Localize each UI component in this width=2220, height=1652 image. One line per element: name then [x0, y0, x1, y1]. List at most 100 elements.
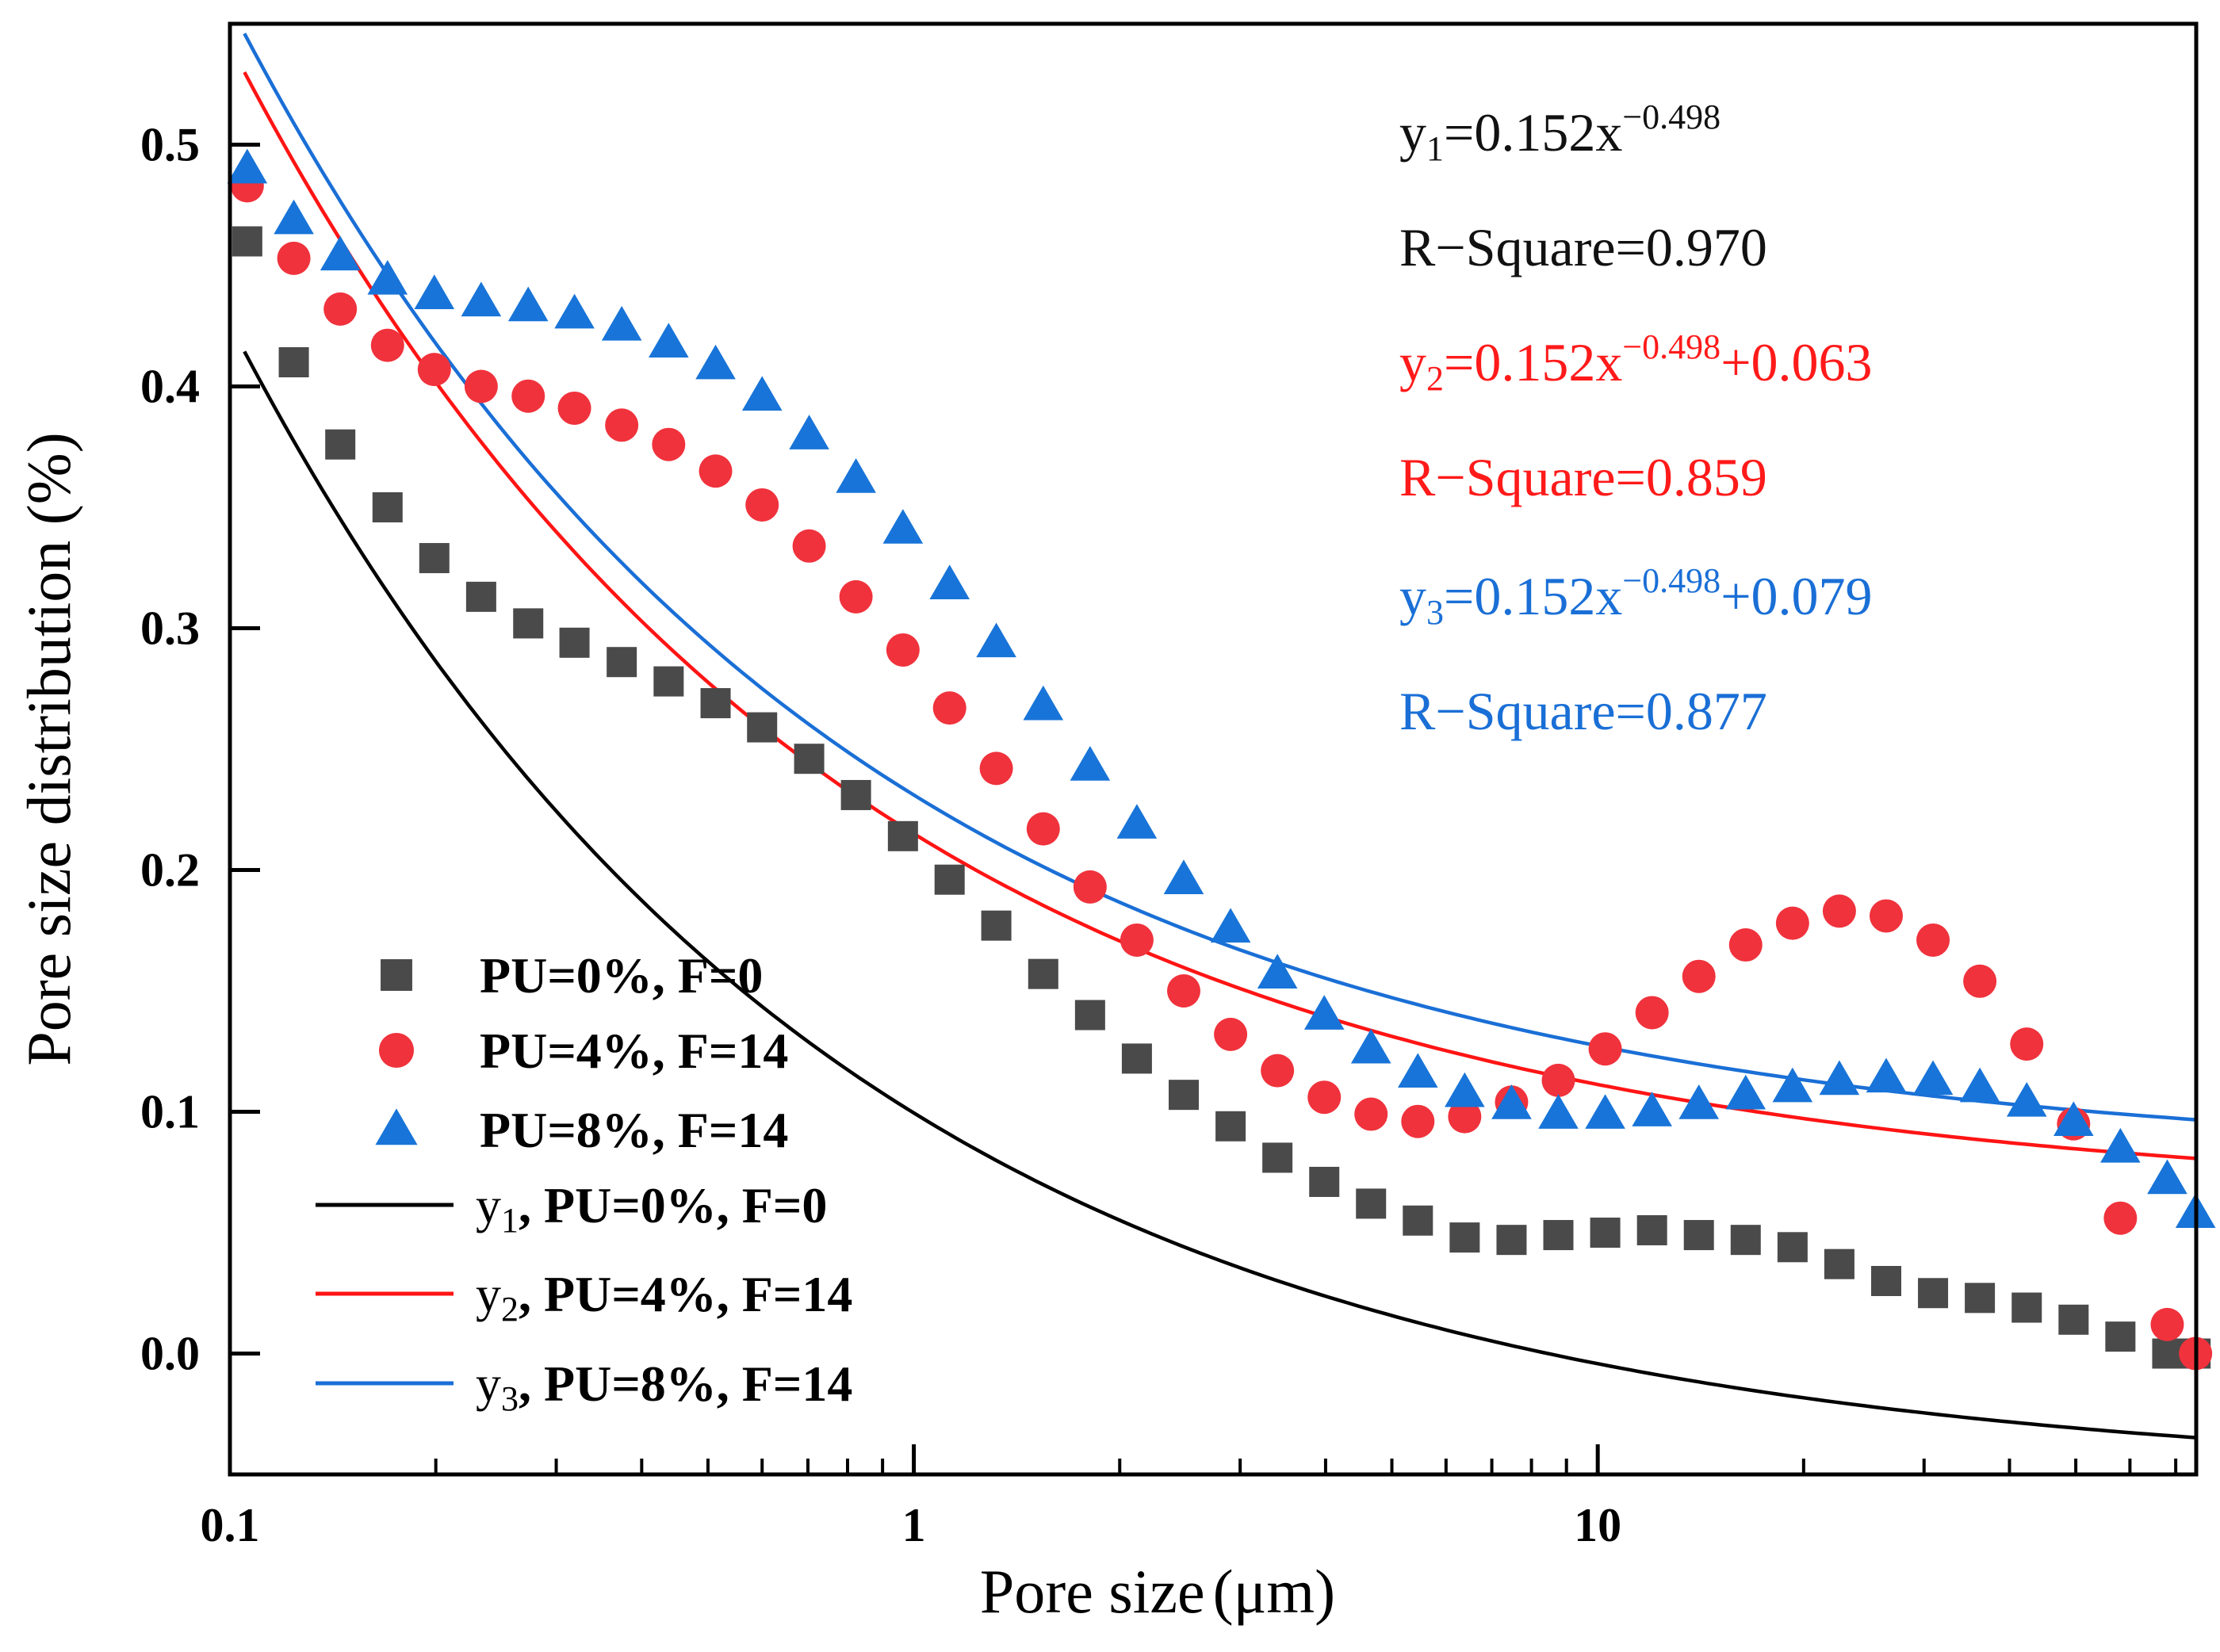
legend-label: y3, PU=8%, F=14 [476, 1356, 852, 1418]
data-point [1682, 959, 1716, 993]
legend-label: PU=0%, F=0 [480, 947, 763, 1004]
data-point [887, 820, 918, 851]
data-point [747, 712, 778, 743]
y-tick-label: 0.4 [140, 361, 200, 413]
eq-exponent: −0.498 [1622, 327, 1720, 366]
legend-rest: , PU=0%, F=0 [519, 1177, 827, 1233]
data-point [700, 688, 731, 719]
data-point [1261, 1054, 1295, 1088]
data-point [1028, 958, 1058, 989]
series-square [232, 226, 2211, 1369]
data-point [1636, 1214, 1667, 1245]
annotation-eq2: y2=0.152x−0.498+0.063 [1399, 327, 1873, 398]
data-point [2058, 1304, 2089, 1335]
data-point [741, 376, 783, 411]
legend-subscript: 2 [501, 1290, 519, 1329]
data-point [1866, 1057, 1907, 1093]
data-point [792, 529, 826, 563]
data-point [1730, 1225, 1761, 1256]
data-point [601, 305, 642, 341]
annotation-r2: R−Square=0.859 [1399, 447, 1767, 507]
data-point [323, 292, 358, 326]
data-point [1023, 685, 1064, 721]
data-point [2105, 1321, 2136, 1352]
data-point [2147, 1159, 2187, 1195]
data-point [325, 429, 356, 460]
legend-symbol: y [476, 1266, 501, 1322]
data-point [1163, 859, 1204, 895]
data-point [607, 647, 637, 678]
data-point [417, 353, 451, 387]
data-point [1870, 1266, 1901, 1296]
eq-body: =0.152x [1444, 102, 1622, 163]
data-point [419, 543, 450, 574]
axis-layer: 0.0 0.1 0.2 0.3 0.4 0.5 0.1 1 10 [140, 119, 2178, 1551]
data-point [1215, 1111, 1246, 1141]
data-point [1869, 899, 1903, 933]
series-circle [230, 169, 2213, 1371]
data-point [1916, 923, 1950, 957]
data-point [1168, 1080, 1199, 1111]
legend-label: y2, PU=4%, F=14 [476, 1266, 852, 1329]
data-point [1070, 746, 1111, 781]
data-point [1074, 1000, 1105, 1031]
data-point [1210, 908, 1251, 943]
eq-base: y [1399, 566, 1426, 626]
data-point [839, 579, 873, 614]
x-axis-title: Pore size (μm) [980, 1557, 1335, 1626]
data-point [367, 259, 408, 295]
eq-subscript: 3 [1426, 593, 1444, 632]
data-point [1309, 1166, 1340, 1197]
data-point [1918, 1278, 1949, 1309]
eq-subscript: 1 [1426, 129, 1444, 168]
eq-base: y [1399, 102, 1426, 163]
data-point [2011, 1292, 2042, 1323]
data-point [372, 492, 403, 522]
data-point [511, 379, 545, 413]
legend-subscript: 3 [501, 1379, 519, 1418]
x-tick-label: 0.1 [201, 1499, 260, 1551]
y-tick-label: 0.1 [140, 1086, 200, 1138]
data-point [1912, 1060, 1954, 1096]
data-point [1728, 928, 1763, 962]
data-point [1262, 1142, 1293, 1173]
data-point [1632, 1092, 1672, 1126]
eq-exponent: −0.498 [1622, 561, 1720, 600]
legend-subscript: 1 [501, 1201, 519, 1240]
data-point [789, 415, 829, 449]
eq-base: y [1399, 332, 1426, 392]
data-point [1257, 954, 1298, 989]
data-point [1166, 974, 1200, 1008]
data-point [840, 779, 871, 810]
annotation-layer: y1=0.152x−0.498R−Square=0.970y2=0.152x−0… [1399, 98, 1873, 741]
data-point [653, 666, 684, 697]
data-point [1772, 1067, 1813, 1103]
x-tick-label: 1 [902, 1499, 926, 1551]
data-point [929, 564, 970, 599]
data-point [1214, 1017, 1248, 1051]
legend-symbol: y [476, 1177, 501, 1233]
data-point [232, 226, 262, 257]
data-point [2103, 1201, 2138, 1235]
y-tick-label: 0.0 [140, 1328, 200, 1380]
data-point [1401, 1104, 1435, 1138]
data-point [2150, 1307, 2184, 1341]
data-point [1397, 1053, 1438, 1088]
data-point [836, 458, 876, 493]
data-point [1541, 1063, 1575, 1097]
x-tick-label: 10 [1574, 1499, 1621, 1551]
data-point [1116, 804, 1158, 839]
data-point [1725, 1074, 1766, 1110]
data-point [1445, 1072, 1485, 1107]
data-point [1403, 1205, 1433, 1236]
data-point [649, 323, 689, 358]
data-point [652, 427, 686, 461]
data-point [554, 293, 595, 329]
data-point [1963, 964, 1997, 998]
data-point [934, 864, 965, 895]
data-point [277, 241, 311, 275]
data-point [1585, 1094, 1625, 1129]
data-point [2100, 1127, 2141, 1163]
annotation-eq3: y3=0.152x−0.498+0.079 [1399, 561, 1873, 632]
